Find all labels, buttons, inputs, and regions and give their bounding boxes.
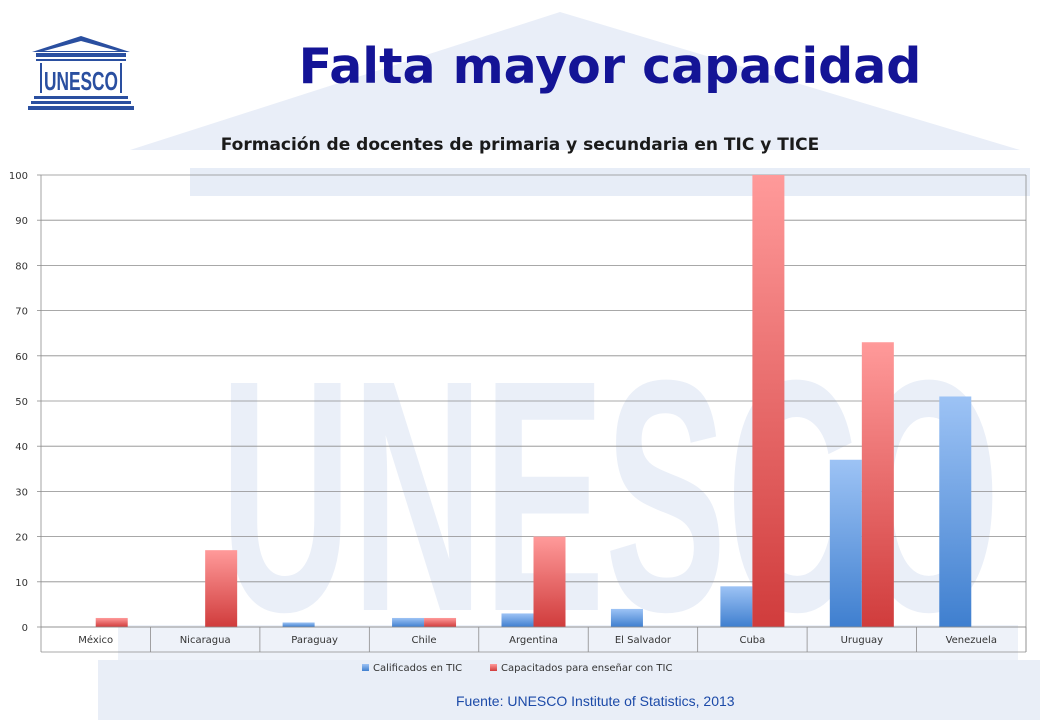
bar-calificados-6: [720, 586, 753, 627]
bar-calificados-2: [282, 622, 315, 627]
logo-text: UNESCO: [44, 66, 118, 96]
watermark-base: [98, 660, 1040, 720]
y-tick-label: 50: [15, 397, 28, 408]
y-tick-label: 60: [15, 352, 28, 363]
y-tick-label: 100: [9, 171, 28, 182]
watermark-roof: [130, 12, 1020, 150]
bar-capacitados-6: [752, 175, 785, 627]
bar-capacitados-1: [205, 550, 238, 627]
y-tick-label: 90: [15, 216, 28, 227]
bar-capacitados-3: [424, 617, 457, 627]
bar-chart: Formación de docentes de primaria y secu…: [9, 135, 1027, 674]
source-note: Fuente: UNESCO Institute of Statistics, …: [456, 693, 735, 709]
x-tick-label: Uruguay: [841, 635, 884, 646]
legend-swatch-capacitados: [490, 664, 497, 671]
x-tick-label: Chile: [412, 635, 437, 646]
x-tick-label: El Salvador: [615, 635, 672, 646]
bar-capacitados-7: [861, 342, 894, 627]
watermark-step: [118, 625, 1018, 660]
x-tick-label: Paraguay: [291, 635, 338, 646]
x-tick-label: México: [78, 634, 113, 646]
x-tick-label: Cuba: [739, 635, 765, 646]
bar-calificados-5: [610, 608, 643, 627]
y-tick-label: 20: [15, 533, 28, 544]
x-tick-label: Argentina: [509, 635, 558, 646]
bar-calificados-3: [392, 617, 425, 627]
y-tick-label: 10: [15, 578, 28, 589]
legend-swatch-calificados: [362, 664, 369, 671]
y-tick-label: 30: [15, 487, 28, 498]
x-tick-label: Nicaragua: [180, 635, 231, 646]
unesco-logo: UNESCO: [28, 36, 134, 110]
legend-label-capacitados: Capacitados para enseñar con TIC: [501, 663, 672, 674]
bar-calificados-4: [501, 613, 534, 627]
slide-title: Falta mayor capacidad: [298, 38, 922, 95]
y-tick-label: 80: [15, 261, 28, 272]
bar-capacitados-0: [95, 617, 128, 627]
bar-calificados-7: [829, 459, 862, 627]
watermark-beam: [190, 168, 1030, 196]
bar-capacitados-4: [533, 536, 566, 627]
bar-calificados-8: [939, 396, 972, 627]
y-tick-label: 0: [22, 623, 28, 634]
y-tick-label: 40: [15, 442, 28, 453]
legend-label-calificados: Calificados en TIC: [373, 663, 462, 674]
chart-legend: Calificados en TIC Capacitados para enseñ…: [362, 663, 672, 674]
x-tick-label: Venezuela: [946, 635, 997, 646]
y-tick-label: 70: [15, 307, 28, 318]
chart-title: Formación de docentes de primaria y secu…: [221, 135, 819, 155]
